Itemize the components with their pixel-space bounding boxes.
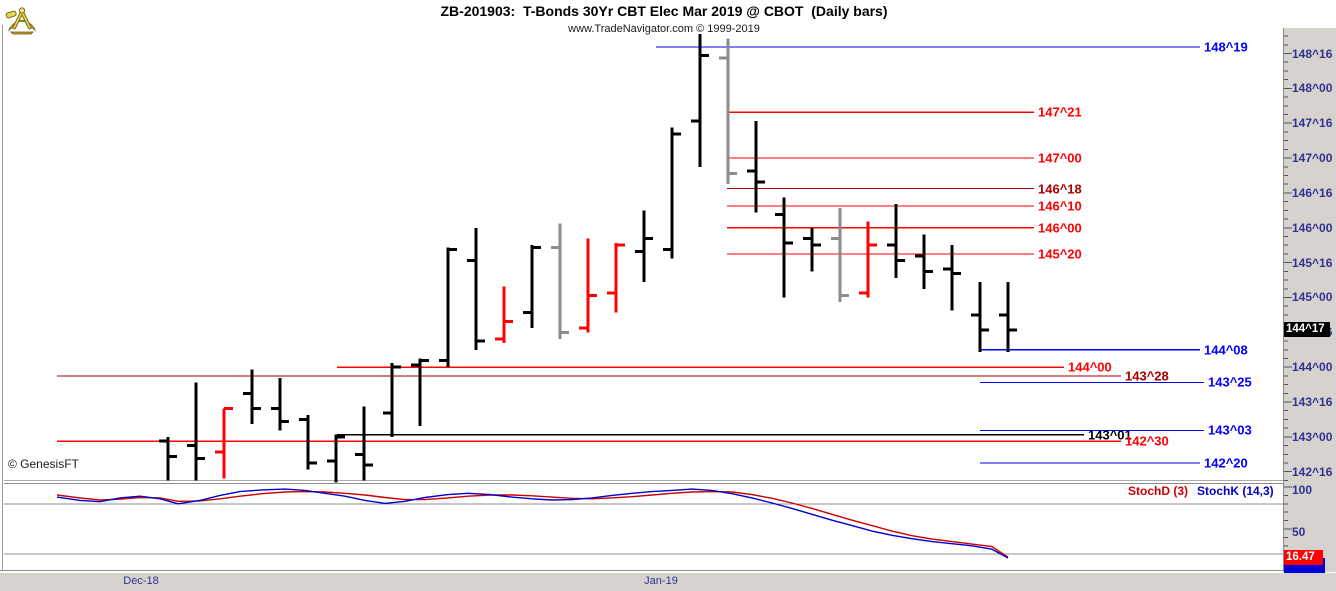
level-label-143-03[interactable]: 143^03 [1208,422,1252,438]
price-axis-label-143-16: 143^16 [1292,395,1333,410]
price-axis-label-147-00: 147^00 [1292,151,1333,166]
level-label-146-10[interactable]: 146^10 [1038,198,1082,214]
price-axis-label-142-16: 142^16 [1292,464,1333,479]
price-axis-label-145-16: 145^16 [1292,255,1333,270]
level-label-146-18[interactable]: 146^18 [1038,181,1082,197]
genesis-watermark: © GenesisFT [8,457,79,471]
level-label-143-01[interactable]: 143^01 [1088,427,1132,443]
price-axis-label-147-16: 147^16 [1292,116,1333,131]
price-axis-label-143-00: 143^00 [1292,429,1333,444]
sextant-logo-icon [3,4,41,41]
level-label-144-00[interactable]: 144^00 [1068,359,1112,375]
level-label-147-21[interactable]: 147^21 [1038,104,1082,120]
price-axis-label-145-00: 145^00 [1292,290,1333,305]
level-label-143-28[interactable]: 143^28 [1125,368,1169,384]
price-axis-label-146-16: 146^16 [1292,185,1333,200]
price-axis-label-148-00: 148^00 [1292,81,1333,96]
stoch-d-value-box: 16.47 [1284,550,1323,565]
chart-subtitle: www.TradeNavigator.com © 1999-2019 [568,23,760,35]
level-label-144-08[interactable]: 144^08 [1204,342,1248,358]
level-label-145-20[interactable]: 145^20 [1038,246,1082,262]
date-axis-label-Jan-19[interactable]: Jan-19 [644,575,678,587]
level-label-142-30[interactable]: 142^30 [1125,433,1169,449]
price-axis-label-144-00: 144^00 [1292,360,1333,375]
price-axis-label-148-16: 148^16 [1292,46,1333,61]
level-label-148-19[interactable]: 148^19 [1204,39,1248,55]
stoch-axis-label-100: 100 [1292,483,1313,497]
price-axis-label-146-00: 146^00 [1292,220,1333,235]
stoch-axis-label-50: 50 [1292,525,1306,539]
stoch-d-legend[interactable]: StochD (3) [1128,484,1188,498]
level-label-147-00[interactable]: 147^00 [1038,150,1082,166]
level-label-146-00[interactable]: 146^00 [1038,220,1082,236]
stoch-k-legend[interactable]: StochK (14,3) [1197,484,1274,498]
level-label-143-25[interactable]: 143^25 [1208,374,1252,390]
last-price-box: 144^17 [1284,322,1330,337]
level-label-142-20[interactable]: 142^20 [1204,455,1248,471]
chart-title: ZB-201903: T-Bonds 30Yr CBT Elec Mar 201… [440,3,888,19]
date-axis-label-Dec-18[interactable]: Dec-18 [123,575,159,587]
